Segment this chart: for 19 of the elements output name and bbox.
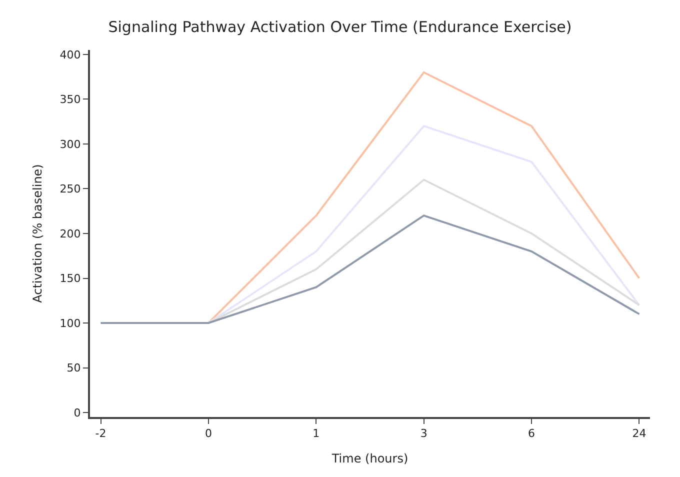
y-tick-label: 200 xyxy=(60,227,81,240)
y-tick-label: 150 xyxy=(60,272,81,286)
y-tick-label: 0 xyxy=(74,406,81,420)
x-tick-label: 6 xyxy=(528,427,536,440)
x-tick-label: 0 xyxy=(204,427,212,440)
x-tick-label: -2 xyxy=(95,427,106,440)
y-tick-label: 300 xyxy=(60,138,81,151)
y-tick-label: 50 xyxy=(66,362,81,375)
y-tick-label: 100 xyxy=(60,316,81,330)
y-tick-label: 250 xyxy=(60,182,81,196)
chart-title: Signaling Pathway Activation Over Time (Endurance Exercise) xyxy=(108,18,572,36)
y-tick-label: 400 xyxy=(60,48,81,62)
y-tick-label: 350 xyxy=(60,93,81,106)
x-tick-label: 24 xyxy=(632,427,646,440)
line-series xyxy=(100,214,640,324)
y-axis-title: Activation (% baseline) xyxy=(30,164,45,303)
x-axis-title: Time (hours) xyxy=(330,452,408,466)
x-tick-label: 3 xyxy=(420,427,428,440)
x-tick-label: 1 xyxy=(312,427,320,440)
